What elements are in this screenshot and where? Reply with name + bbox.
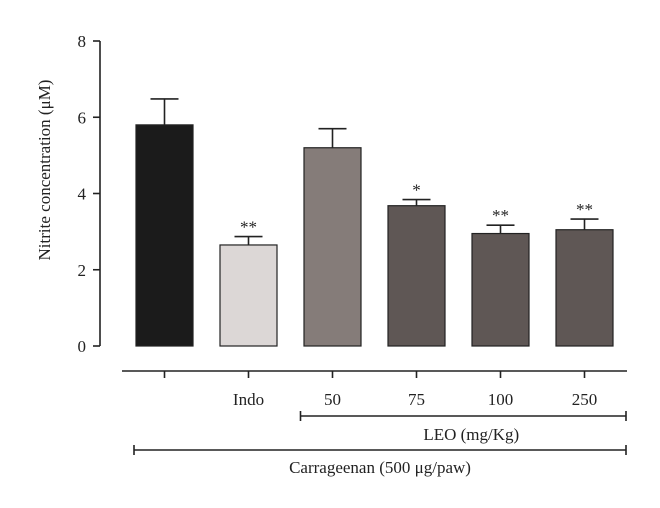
y-tick-label: 6	[78, 108, 87, 127]
y-tick-label: 4	[78, 185, 87, 204]
x-tick-label: 50	[324, 390, 341, 409]
bar	[135, 124, 194, 347]
group-label: LEO (mg/Kg)	[423, 425, 519, 444]
bar	[303, 147, 362, 347]
x-axis: Indo 50 75 100 250	[122, 370, 627, 409]
y-axis: 0 2 4 6 8	[78, 32, 101, 356]
x-tick-label: 75	[408, 390, 425, 409]
y-tick-label: 2	[78, 261, 87, 280]
bar	[387, 205, 446, 347]
x-tick-label: 250	[572, 390, 598, 409]
y-tick-label: 0	[78, 337, 87, 356]
bar	[219, 244, 278, 347]
group-label: Carrageenan (500 μg/paw)	[289, 458, 471, 477]
y-tick-label: 8	[78, 32, 87, 51]
significance-marker: *	[412, 181, 421, 200]
bar	[471, 232, 530, 347]
y-axis-label: Nitrite concentration (μM)	[35, 80, 54, 261]
significance-marker: **	[492, 206, 509, 225]
bar	[555, 229, 614, 347]
x-tick-label: 100	[488, 390, 514, 409]
group-brackets: LEO (mg/Kg) Carrageenan (500 μg/paw)	[133, 411, 627, 477]
bars: ***** **	[135, 98, 614, 347]
significance-marker: **	[240, 218, 257, 237]
x-tick-label: Indo	[233, 390, 264, 409]
significance-marker: **	[576, 200, 593, 219]
